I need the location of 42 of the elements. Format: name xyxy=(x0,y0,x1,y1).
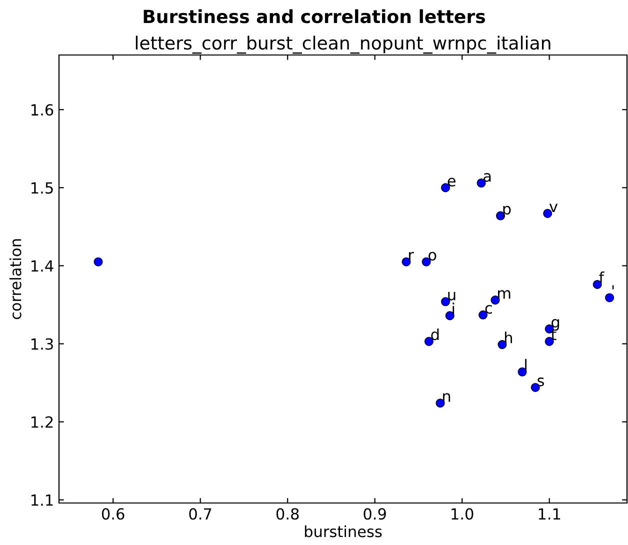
annotation: c xyxy=(485,304,492,314)
point xyxy=(605,293,614,302)
x-tick-label: 1.0 xyxy=(452,508,474,520)
annotation: u xyxy=(448,292,456,300)
y-tick-label: 1.4 xyxy=(32,260,54,272)
x-tick-label: 0.7 xyxy=(189,508,212,520)
point xyxy=(498,340,507,350)
x-tick-label: 0.6 xyxy=(102,508,124,520)
annotation: d xyxy=(431,328,439,340)
annotation: i xyxy=(452,302,454,314)
x-axis-title: burstiness xyxy=(304,525,382,538)
y-axis-title: correlation xyxy=(10,239,22,320)
annotation: ' xyxy=(612,285,614,290)
annotation: h xyxy=(505,332,512,344)
x-tick-label: 1.1 xyxy=(538,508,560,520)
chart-subtitle: letters_corr_burst_clean_nopunt_wrnpc_italian xyxy=(136,36,550,54)
chart-title: Burstiness and correlation letters xyxy=(144,9,485,24)
y-tick-label: 1.3 xyxy=(32,338,53,350)
annotation: a xyxy=(484,173,491,182)
annotation: s xyxy=(538,378,544,386)
annotation: r xyxy=(409,252,414,260)
annotation: p xyxy=(503,206,511,218)
x-tick-label: 0.9 xyxy=(364,508,386,520)
annotation: e xyxy=(448,178,456,187)
y-tick-label: 1.1 xyxy=(32,494,53,506)
annotation: o xyxy=(428,252,436,261)
y-tick-label: 1.6 xyxy=(32,104,54,116)
annotation: v xyxy=(549,204,558,212)
point xyxy=(518,367,527,376)
annotation: f xyxy=(599,271,604,284)
y-tick-label: 1.5 xyxy=(32,182,53,194)
annotation: n xyxy=(443,393,450,402)
annotation: g xyxy=(552,319,560,331)
point xyxy=(445,311,454,320)
point xyxy=(436,398,445,408)
annotation: m xyxy=(498,290,510,299)
y-tick-label: 1.2 xyxy=(32,416,53,428)
point xyxy=(402,257,411,266)
x-tick-label: 0.8 xyxy=(276,508,299,520)
point xyxy=(94,257,103,266)
point xyxy=(490,296,500,305)
annotation: l xyxy=(525,358,526,370)
